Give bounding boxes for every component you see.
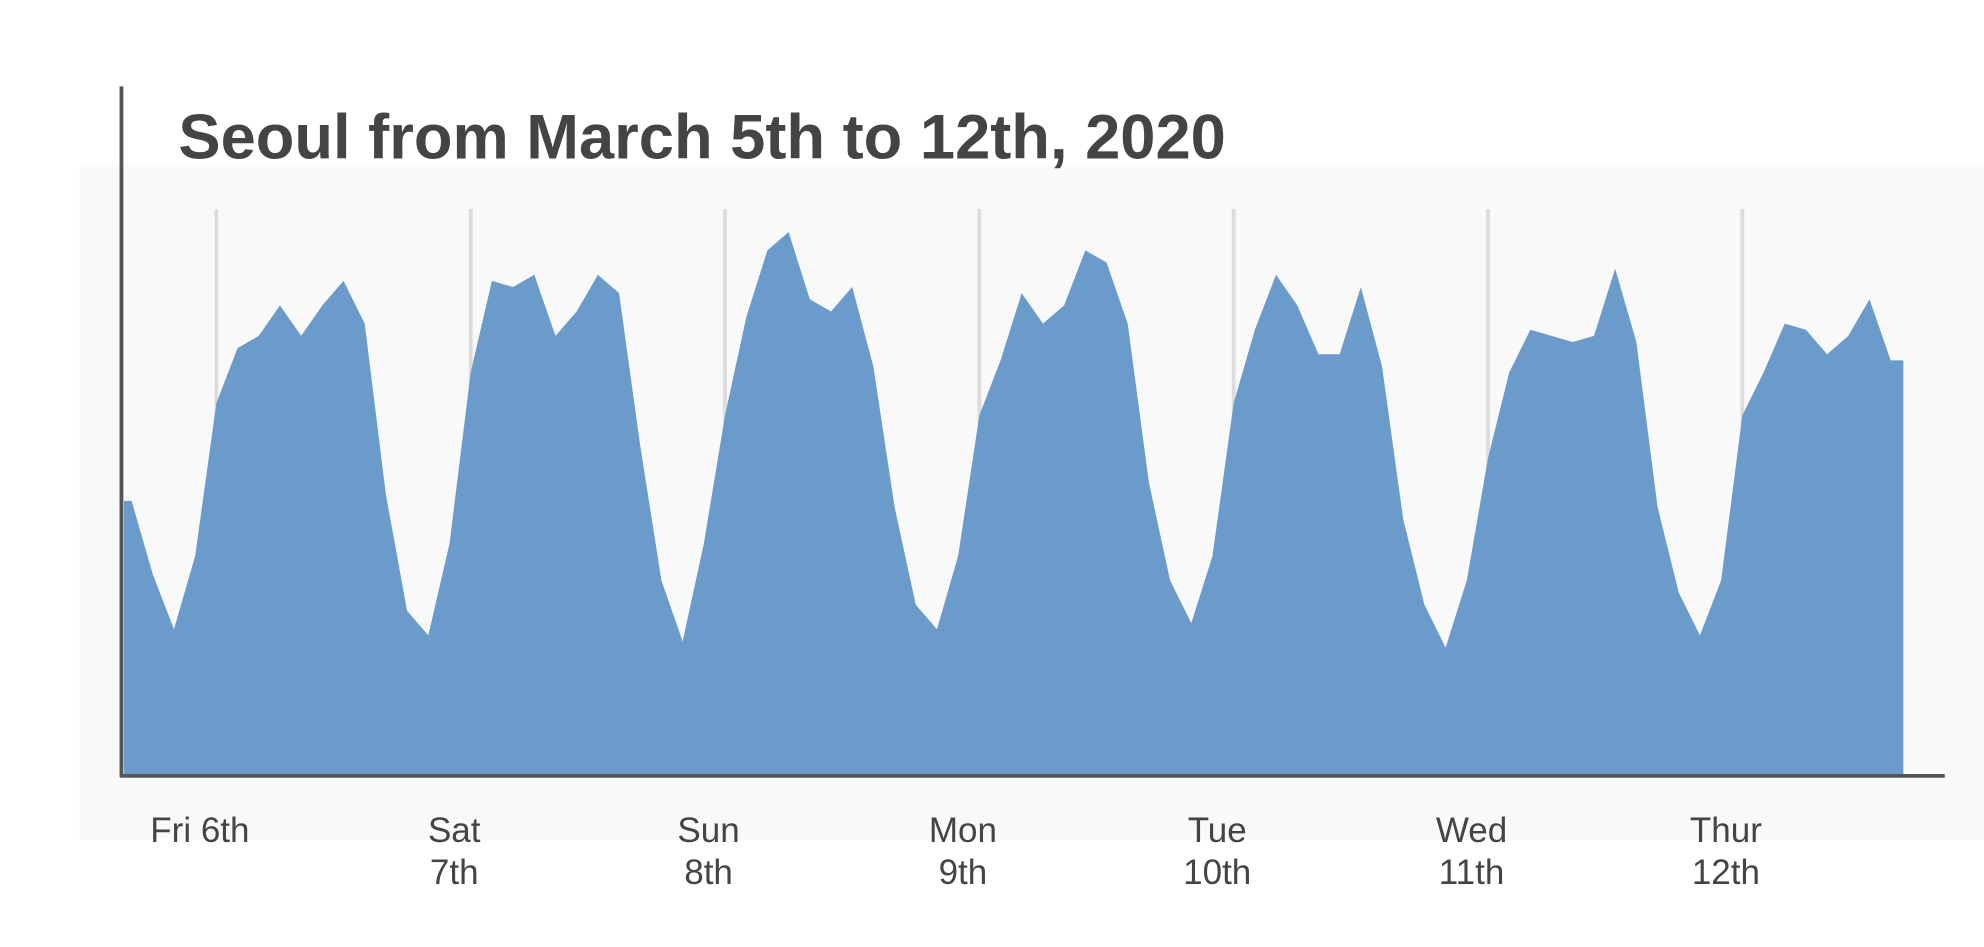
- x-tick-label: Tue 10th: [1183, 810, 1252, 892]
- x-tick-label: Wed 11th: [1435, 810, 1508, 892]
- x-tick-label: Sat 7th: [427, 810, 481, 892]
- x-tick-label: Fri 6th: [150, 810, 250, 850]
- x-tick-label: Sun 8th: [677, 810, 740, 892]
- area: [124, 231, 1904, 776]
- x-tick-label: Mon 9th: [928, 810, 997, 892]
- x-tick-label: Thur 12th: [1689, 810, 1762, 892]
- chart-title: Seoul from March 5th to 12th, 2020: [178, 102, 1225, 172]
